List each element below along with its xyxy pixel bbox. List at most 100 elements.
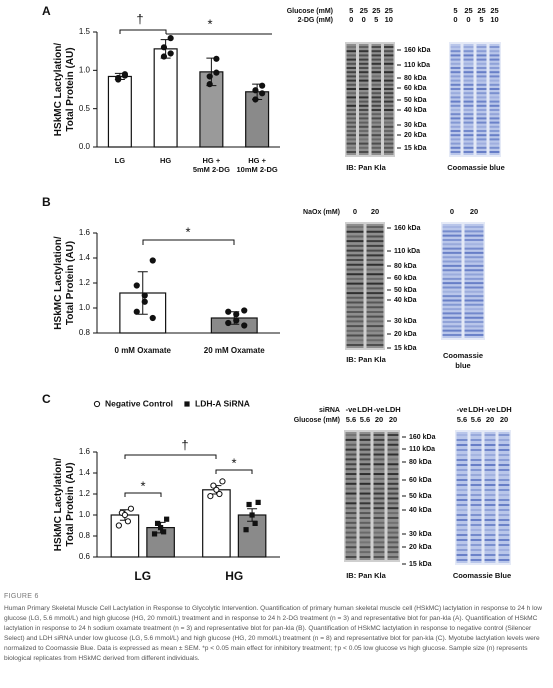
lane-label: -ve bbox=[457, 405, 468, 414]
lane-label: 20 bbox=[470, 207, 478, 216]
text-line: Coomassie bbox=[443, 351, 483, 360]
lane bbox=[366, 224, 384, 348]
data-point bbox=[241, 322, 248, 329]
legend-label: Negative Control bbox=[105, 398, 173, 408]
data-point bbox=[157, 525, 164, 531]
lane-label: 25 bbox=[372, 6, 380, 15]
y-tick-label: 1.5 bbox=[79, 27, 91, 36]
y-tick-label: 1.4 bbox=[79, 253, 91, 262]
data-point bbox=[252, 520, 258, 526]
data-point bbox=[259, 90, 266, 97]
data-point bbox=[160, 44, 168, 51]
lane bbox=[484, 432, 496, 563]
text-line: blue bbox=[455, 361, 470, 370]
x-tick-label: LG bbox=[134, 569, 151, 583]
y-axis-label: HSkMC Lactylation/Total Protein (AU) bbox=[53, 458, 76, 552]
lane bbox=[345, 432, 357, 560]
legend-label: LDH-A SiRNA bbox=[195, 398, 250, 408]
data-point bbox=[252, 96, 259, 103]
data-point bbox=[121, 72, 129, 79]
blot-label: IB: Pan Kla bbox=[346, 163, 386, 172]
lane bbox=[489, 44, 500, 155]
bar bbox=[153, 48, 178, 148]
marker-label: 20 kDa bbox=[394, 331, 417, 338]
annotation: * bbox=[231, 455, 236, 470]
figure-caption: Human Primary Skeletal Muscle Cell Lacty… bbox=[4, 605, 542, 662]
bracket bbox=[142, 239, 235, 245]
text-line: HG + bbox=[203, 156, 221, 165]
bracket bbox=[215, 469, 253, 474]
marker-label: 80 kDa bbox=[404, 75, 427, 82]
data-point bbox=[154, 520, 161, 526]
y-axis-label: HSkMC Lactylation/Total Protein (AU) bbox=[53, 43, 76, 137]
y-tick-label: 1.0 bbox=[79, 65, 91, 74]
lane-label: 25 bbox=[477, 6, 485, 15]
marker-label: 40 kDa bbox=[409, 507, 432, 514]
data-point bbox=[149, 257, 156, 264]
y-tick-label: 0.8 bbox=[79, 531, 91, 540]
x-tick-label: 0 mM Oxamate bbox=[115, 346, 172, 355]
lane-label: 5.6 bbox=[457, 415, 467, 424]
lane-label: 5 bbox=[349, 6, 353, 15]
y-tick-label: 1.6 bbox=[79, 447, 91, 456]
marker-label: 110 kDa bbox=[409, 446, 435, 453]
lane-label: 20 bbox=[389, 415, 397, 424]
lane-label: 10 bbox=[490, 15, 498, 24]
stain-label: Coomassie Blue bbox=[453, 571, 511, 580]
lane bbox=[387, 432, 399, 560]
y-tick-label: 0.0 bbox=[79, 142, 91, 151]
annotation: * bbox=[140, 478, 145, 493]
data-point bbox=[243, 527, 249, 533]
panel-label: C bbox=[42, 392, 51, 406]
data-point bbox=[233, 311, 240, 318]
marker-label: 50 kDa bbox=[394, 287, 417, 294]
data-point bbox=[206, 73, 213, 80]
x-tick-label: HG +5mM 2-DG bbox=[193, 156, 230, 174]
data-point bbox=[249, 512, 255, 518]
data-point bbox=[160, 53, 168, 60]
bracket bbox=[124, 454, 217, 459]
x-tick-label: HG bbox=[225, 569, 243, 583]
lane bbox=[373, 432, 385, 560]
bracket bbox=[124, 492, 162, 497]
annotation: † bbox=[136, 11, 143, 26]
data-point bbox=[151, 531, 158, 537]
marker-label: 60 kDa bbox=[404, 85, 427, 92]
lane-label: -ve bbox=[374, 405, 385, 414]
marker-label: 160 kDa bbox=[394, 225, 421, 232]
y-tick-label: 0.5 bbox=[79, 104, 91, 113]
marker-label: 160 kDa bbox=[409, 434, 436, 441]
data-point bbox=[255, 499, 261, 505]
text-line: HSkMC Lactylation/ bbox=[53, 43, 64, 137]
data-point bbox=[164, 516, 170, 522]
y-tick-label: 0.6 bbox=[79, 552, 91, 561]
x-tick-label: HG +10mM 2-DG bbox=[236, 156, 277, 174]
lane-label: 25 bbox=[464, 6, 472, 15]
lane-label: LDH bbox=[496, 405, 511, 414]
y-tick-label: 1.6 bbox=[79, 228, 91, 237]
data-point bbox=[233, 317, 240, 324]
figure: A B C † * * † * * HSkMC Lactylation/Tota… bbox=[42, 4, 512, 583]
lane-label: 20 bbox=[500, 415, 508, 424]
y-tick-label: 1.2 bbox=[79, 489, 91, 498]
lane-label: 5 bbox=[479, 15, 483, 24]
lane-label: 20 bbox=[371, 207, 379, 216]
lane bbox=[456, 432, 468, 563]
data-point bbox=[213, 69, 220, 76]
data-point bbox=[121, 511, 129, 519]
data-point bbox=[252, 87, 259, 94]
marker-label: 15 kDa bbox=[404, 145, 427, 152]
marker-label: 40 kDa bbox=[404, 107, 427, 114]
annotation: * bbox=[185, 224, 190, 239]
data-point bbox=[210, 482, 217, 489]
data-point bbox=[127, 505, 135, 512]
lane-label: 0 bbox=[466, 15, 470, 24]
panel-label: B bbox=[42, 195, 51, 209]
data-point bbox=[219, 478, 226, 485]
data-point bbox=[93, 400, 101, 408]
data-point bbox=[206, 81, 213, 88]
lane bbox=[346, 224, 364, 348]
marker-label: 20 kDa bbox=[404, 132, 427, 139]
y-tick-label: 0.8 bbox=[79, 328, 91, 337]
